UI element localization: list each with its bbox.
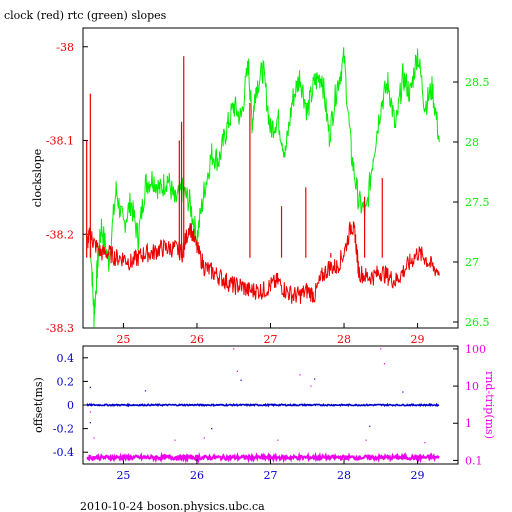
x-tick-label: 28 (337, 469, 351, 482)
offset-point (240, 379, 242, 381)
clock-series (86, 56, 440, 304)
offset-line (86, 402, 440, 408)
x-tick-label: 26 (190, 333, 204, 346)
bottom-right-y-axis-label: rnd-trip(ms) (483, 371, 496, 439)
rnd-trip-point (380, 348, 382, 350)
y-tick-label: -38.3 (46, 322, 74, 335)
rnd-trip-point (424, 442, 426, 444)
rnd-trip-series (86, 348, 440, 464)
y-tick-label: 0.2 (57, 375, 75, 388)
rnd-trip-point (277, 439, 279, 441)
x-tick-label: 25 (116, 469, 130, 482)
rnd-trip-point (236, 370, 239, 372)
top-right-y-axis: 26.5 27 27.5 28 28.5 (453, 76, 490, 329)
footer-text: 2010-10-24 boson.physics.ubc.ca (80, 500, 265, 512)
x-tick-label: 29 (411, 333, 425, 346)
clock-line (86, 220, 440, 304)
y-right-tick-label: 26.5 (465, 316, 490, 329)
x-tick-label: 25 (116, 333, 130, 346)
bottom-x-axis: 25 26 27 28 29 (116, 459, 425, 482)
top-left-y-axis: -38 -38.1 -38.2 -38.3 (46, 41, 88, 335)
y-tick-label: -38.1 (46, 135, 74, 148)
rnd-trip-point (310, 385, 312, 387)
top-x-axis: 25 26 27 28 29 (116, 323, 425, 346)
y-right-tick-label: 28.5 (465, 76, 490, 89)
offset-point (314, 378, 316, 380)
rnd-trip-point (203, 437, 205, 439)
rnd-trip-point (383, 363, 386, 365)
chart-title: clock (red) rtc (green) slopes (4, 9, 167, 22)
offset-point (211, 428, 213, 430)
bottom-right-y-axis: 100 10 1 0.1 (453, 343, 486, 467)
rnd-trip-line (86, 451, 440, 464)
rtc-series (89, 47, 440, 328)
y-right-tick-label: 1 (465, 417, 472, 430)
bottom-y-axis-label: offset(ms) (32, 377, 45, 433)
y-right-tick-label: 10 (465, 380, 479, 393)
y-right-tick-label: 27 (465, 256, 479, 269)
rnd-trip-point (174, 439, 176, 441)
offset-point (89, 422, 91, 424)
y-right-tick-label: 0.1 (465, 454, 483, 467)
y-tick-label: -38 (56, 41, 74, 54)
y-tick-label: 0 (67, 399, 74, 412)
offset-point (402, 391, 404, 393)
rnd-trip-point (89, 411, 91, 413)
rtc-line (89, 47, 440, 328)
x-tick-label: 27 (264, 469, 278, 482)
offset-point (89, 386, 91, 388)
offset-point (369, 425, 371, 427)
y-right-tick-label: 28 (465, 136, 479, 149)
y-tick-label: -0.2 (53, 423, 74, 436)
y-right-tick-label: 27.5 (465, 196, 490, 209)
x-tick-label: 27 (264, 333, 278, 346)
rnd-trip-point (233, 348, 235, 350)
offset-point (144, 390, 147, 392)
y-tick-label: 0.4 (57, 352, 75, 365)
rnd-trip-point (365, 439, 367, 441)
top-y-axis-label: clockslope (31, 149, 44, 207)
bottom-left-y-axis: 0.4 0.2 0 -0.2 -0.4 (53, 352, 88, 459)
y-tick-label: -0.4 (53, 446, 74, 459)
rnd-trip-point (93, 437, 95, 439)
y-tick-label: -38.2 (46, 228, 74, 241)
offset-series (86, 378, 440, 430)
rnd-trip-point (299, 374, 301, 376)
x-tick-label: 28 (337, 333, 351, 346)
x-tick-label: 26 (190, 469, 204, 482)
x-tick-label: 29 (411, 469, 425, 482)
y-right-tick-label: 100 (465, 343, 486, 356)
